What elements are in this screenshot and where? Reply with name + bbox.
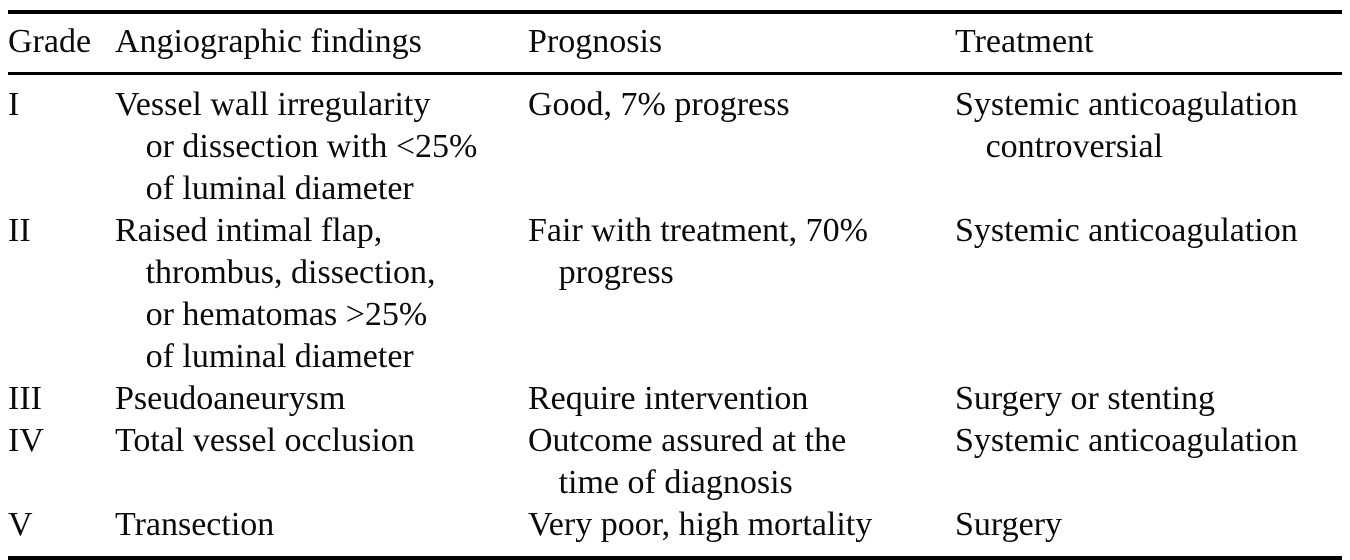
grade-cell: II bbox=[8, 210, 115, 378]
treatment-cell: Systemic anticoagulation bbox=[955, 420, 1342, 504]
prognosis-cell: Very poor, high mortality bbox=[528, 504, 955, 558]
grade-cell: III bbox=[8, 378, 115, 420]
table-header: Grade Angiographic findings Prognosis Tr… bbox=[8, 12, 1342, 74]
findings-value: Vessel wall irregularity or dissection w… bbox=[115, 86, 478, 207]
grade-cell: V bbox=[8, 504, 115, 558]
findings-value: Total vessel occlusion bbox=[115, 422, 415, 459]
table-row: IV Total vessel occlusion Outcome assure… bbox=[8, 420, 1342, 504]
grade-cell: I bbox=[8, 74, 115, 211]
grade-value: II bbox=[8, 212, 31, 249]
table-row: V Transection Very poor, high mortality … bbox=[8, 504, 1342, 558]
header-treatment: Treatment bbox=[955, 23, 1094, 60]
prognosis-value: Very poor, high mortality bbox=[528, 506, 873, 543]
findings-cell: Vessel wall irregularity or dissection w… bbox=[115, 74, 528, 211]
treatment-value: Systemic anticoagulation controversial bbox=[955, 86, 1298, 165]
prognosis-cell: Outcome assured at the time of diagnosis bbox=[528, 420, 955, 504]
prognosis-value: Require intervention bbox=[528, 380, 809, 417]
header-row: Grade Angiographic findings Prognosis Tr… bbox=[8, 12, 1342, 74]
grade-value: V bbox=[8, 506, 33, 543]
treatment-cell: Systemic anticoagulation controversial bbox=[955, 74, 1342, 211]
findings-value: Raised intimal flap, thrombus, dissectio… bbox=[115, 212, 436, 375]
header-grade: Grade bbox=[8, 23, 92, 60]
prognosis-cell: Good, 7% progress bbox=[528, 74, 955, 211]
prognosis-cell: Require intervention bbox=[528, 378, 955, 420]
injury-grading-table: Grade Angiographic findings Prognosis Tr… bbox=[8, 10, 1342, 560]
treatment-value: Surgery or stenting bbox=[955, 380, 1216, 417]
prognosis-cell: Fair with treatment, 70% progress bbox=[528, 210, 955, 378]
treatment-cell: Surgery or stenting bbox=[955, 378, 1342, 420]
header-prognosis: Prognosis bbox=[528, 23, 663, 60]
findings-value: Pseudoaneurysm bbox=[115, 380, 346, 417]
treatment-value: Systemic anticoagulation bbox=[955, 422, 1298, 459]
table-row: I Vessel wall irregularity or dissection… bbox=[8, 74, 1342, 211]
findings-value: Transection bbox=[115, 506, 275, 543]
grade-value: III bbox=[8, 380, 42, 417]
grade-cell: IV bbox=[8, 420, 115, 504]
table-row: II Raised intimal flap, thrombus, dissec… bbox=[8, 210, 1342, 378]
grade-value: I bbox=[8, 86, 20, 123]
treatment-cell: Surgery bbox=[955, 504, 1342, 558]
grade-value: IV bbox=[8, 422, 44, 459]
findings-cell: Pseudoaneurysm bbox=[115, 378, 528, 420]
findings-cell: Transection bbox=[115, 504, 528, 558]
prognosis-value: Fair with treatment, 70% progress bbox=[528, 212, 868, 291]
prognosis-value: Outcome assured at the time of diagnosis bbox=[528, 422, 847, 501]
table-body: I Vessel wall irregularity or dissection… bbox=[8, 74, 1342, 558]
findings-cell: Raised intimal flap, thrombus, dissectio… bbox=[115, 210, 528, 378]
header-angiographic-findings: Angiographic findings bbox=[115, 23, 422, 60]
table-row: III Pseudoaneurysm Require intervention … bbox=[8, 378, 1342, 420]
treatment-value: Surgery bbox=[955, 506, 1063, 543]
findings-cell: Total vessel occlusion bbox=[115, 420, 528, 504]
treatment-cell: Systemic anticoagulation bbox=[955, 210, 1342, 378]
treatment-value: Systemic anticoagulation bbox=[955, 212, 1298, 249]
prognosis-value: Good, 7% progress bbox=[528, 86, 790, 123]
